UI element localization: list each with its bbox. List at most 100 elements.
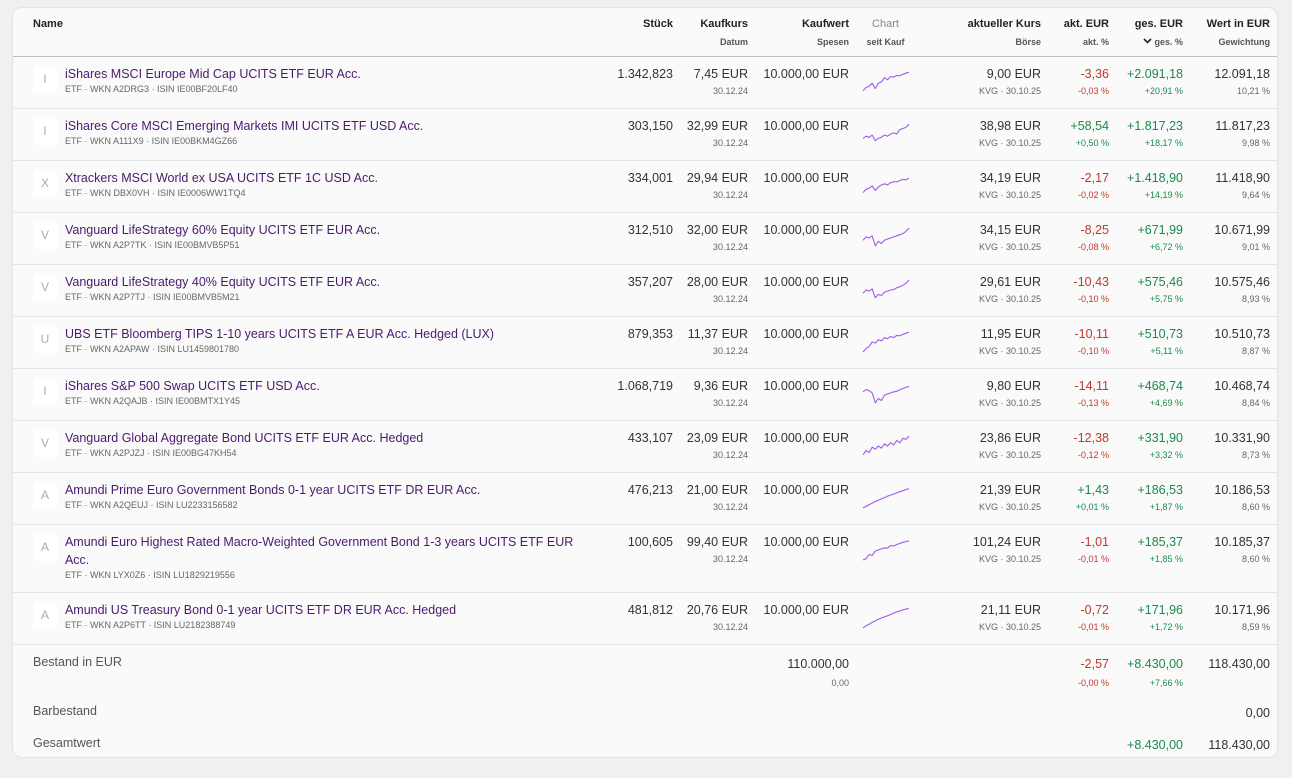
buy-value: 10.000,00 EUR (763, 274, 849, 289)
weight: 8,93 % (1241, 293, 1270, 304)
chevron-down-icon[interactable] (1143, 38, 1153, 44)
table-row[interactable]: A Amundi Prime Euro Government Bonds 0-1 … (13, 472, 1277, 524)
col-ges[interactable]: ges. EUR ges. % (1109, 8, 1183, 57)
col-ges-label: ges. EUR (1134, 18, 1183, 30)
market-value: 10.171,96 (1214, 602, 1270, 617)
position-name-link[interactable]: Xtrackers MSCI World ex USA UCITS ETF 1C… (64, 170, 378, 185)
buy-price: 9,36 EUR (693, 378, 748, 393)
sparkline-chart[interactable] (861, 69, 911, 95)
position-name-link[interactable]: iShares MSCI Europe Mid Cap UCITS ETF EU… (64, 66, 361, 81)
sparkline-chart[interactable] (861, 329, 911, 355)
sparkline-chart[interactable] (861, 605, 911, 631)
position-name-cell: A Amundi US Treasury Bond 0-1 year UCITS … (13, 600, 599, 630)
col-kaufkurs[interactable]: Kaufkurs Datum (673, 8, 748, 57)
col-kaufwert[interactable]: Kaufwert Spesen (748, 8, 849, 57)
table-row[interactable]: V Vanguard LifeStrategy 40% Equity UCITS … (13, 264, 1277, 316)
sparkline-chart[interactable] (861, 485, 911, 511)
sparkline-series (862, 227, 909, 246)
weight: 8,84 % (1241, 397, 1270, 408)
col-akt[interactable]: akt. EUR akt. % (1041, 8, 1109, 57)
buy-price: 11,37 EUR (687, 326, 748, 341)
buy-price: 7,45 EUR (693, 66, 748, 81)
buy-price: 32,99 EUR (686, 118, 748, 133)
position-meta: ETF · WKN A2P7TJ · ISIN IE00BMVB5M21 (64, 291, 240, 302)
table-row[interactable]: A Amundi Euro Highest Rated Macro-Weighte… (13, 524, 1277, 592)
sparkline-chart[interactable] (861, 277, 911, 303)
col-stueck[interactable]: Stück (599, 8, 673, 57)
col-wert[interactable]: Wert in EUR Gewichtung (1183, 8, 1270, 57)
col-chart-sub: seit Kauf (866, 37, 905, 47)
sparkline-chart[interactable] (861, 225, 911, 251)
weight: 8,60 % (1241, 501, 1270, 512)
akt-eur: -3,36 (1080, 66, 1110, 81)
akt-eur: -2,17 (1080, 170, 1110, 185)
akt-eur: -14,11 (1074, 378, 1109, 393)
table-row[interactable]: X Xtrackers MSCI World ex USA UCITS ETF 1… (13, 160, 1277, 212)
position-name-link[interactable]: iShares Core MSCI Emerging Markets IMI U… (64, 118, 424, 133)
table-header: Name Stück Kaufkurs Datum Kaufwert Spese… (13, 8, 1277, 57)
sparkline-chart[interactable] (861, 381, 911, 407)
price-source: KVG · 30.10.25 (978, 501, 1041, 512)
col-kaufwert-sub: Spesen (816, 37, 849, 47)
table-row[interactable]: V Vanguard LifeStrategy 60% Equity UCITS … (13, 212, 1277, 264)
sparkline-chart[interactable] (861, 433, 911, 459)
ges-pct: +6,72 % (1149, 241, 1183, 252)
bestand-akt-eur: -2,57 (1080, 656, 1110, 671)
market-value: 10.510,73 (1214, 326, 1270, 341)
bestand-akt-pct: -0,00 % (1077, 677, 1109, 688)
position-name-link[interactable]: iShares S&P 500 Swap UCITS ETF USD Acc. (64, 378, 320, 393)
position-meta: ETF · WKN A2P7TK · ISIN IE00BMVB5P51 (64, 239, 240, 250)
table-row[interactable]: A Amundi US Treasury Bond 0-1 year UCITS … (13, 592, 1277, 644)
col-name[interactable]: Name (13, 8, 599, 57)
weight: 8,87 % (1241, 345, 1270, 356)
akt-pct: +0,50 % (1075, 137, 1109, 148)
col-akt-sub: akt. % (1082, 37, 1109, 47)
buy-date: 30.12.24 (712, 553, 748, 564)
price-source: KVG · 30.10.25 (978, 553, 1041, 564)
fund-logo: I (33, 376, 57, 405)
buy-value: 10.000,00 EUR (763, 482, 849, 497)
position-name-cell: A Amundi Euro Highest Rated Macro-Weighte… (13, 532, 599, 580)
buy-value: 10.000,00 EUR (763, 602, 849, 617)
position-name-link[interactable]: Vanguard Global Aggregate Bond UCITS ETF… (64, 430, 424, 445)
position-name-link[interactable]: Amundi US Treasury Bond 0-1 year UCITS E… (64, 602, 457, 617)
buy-value: 10.000,00 EUR (763, 170, 849, 185)
table-row[interactable]: U UBS ETF Bloomberg TIPS 1-10 years UCITS… (13, 316, 1277, 368)
weight: 9,98 % (1241, 137, 1270, 148)
position-name-link[interactable]: UBS ETF Bloomberg TIPS 1-10 years UCITS … (64, 326, 495, 341)
fund-logo: U (33, 324, 57, 353)
sparkline-chart[interactable] (861, 173, 911, 199)
table-row[interactable]: V Vanguard Global Aggregate Bond UCITS ET… (13, 420, 1277, 472)
position-meta: ETF · WKN A2QAJB · ISIN IE00BMTX1Y45 (64, 395, 241, 406)
col-stueck-label: Stück (643, 18, 673, 30)
market-value: 12.091,18 (1214, 66, 1270, 81)
position-name-link[interactable]: Amundi Euro Highest Rated Macro-Weighted… (64, 534, 574, 567)
col-kaufkurs-label: Kaufkurs (700, 18, 748, 30)
current-price: 34,15 EUR (979, 222, 1041, 237)
col-kurs[interactable]: aktueller Kurs Börse (922, 8, 1041, 57)
current-price: 21,11 EUR (980, 602, 1041, 617)
akt-pct: -0,01 % (1077, 621, 1109, 632)
akt-pct: -0,02 % (1077, 189, 1109, 200)
price-source: KVG · 30.10.25 (978, 345, 1041, 356)
weight: 10,21 % (1236, 85, 1270, 96)
sparkline-chart[interactable] (861, 537, 911, 563)
position-name-link[interactable]: Vanguard LifeStrategy 60% Equity UCITS E… (64, 222, 381, 237)
ges-pct: +1,72 % (1149, 621, 1183, 632)
position-name-link[interactable]: Amundi Prime Euro Government Bonds 0-1 y… (64, 482, 481, 497)
sparkline-chart[interactable] (861, 121, 911, 147)
buy-date: 30.12.24 (712, 293, 748, 304)
sparkline-series (862, 279, 909, 298)
buy-value: 10.000,00 EUR (763, 118, 849, 133)
akt-eur: -0,72 (1080, 602, 1110, 617)
buy-date: 30.12.24 (712, 397, 748, 408)
col-ges-sub: ges. % (1154, 37, 1183, 47)
ges-pct: +14,19 % (1144, 189, 1183, 200)
position-name-link[interactable]: Vanguard LifeStrategy 40% Equity UCITS E… (64, 274, 381, 289)
akt-eur: +1,43 (1077, 482, 1109, 497)
